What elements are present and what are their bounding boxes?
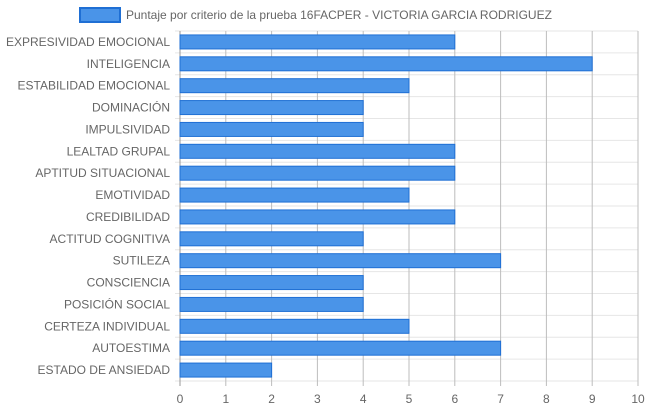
x-tick-label: 7	[497, 392, 504, 406]
category-label: EXPRESIVIDAD EMOCIONAL	[6, 35, 170, 49]
bars	[179, 34, 593, 378]
legend-swatch	[79, 7, 121, 23]
legend-label: Puntaje por criterio de la prueba 16FACP…	[126, 8, 552, 22]
category-label: ESTADO DE ANSIEDAD	[38, 363, 171, 377]
bar[interactable]	[179, 34, 456, 50]
x-tick-label: 8	[543, 392, 550, 406]
category-label: ACTITUD COGNITIVA	[50, 232, 170, 246]
category-label: POSICIÓN SOCIAL	[64, 296, 170, 311]
bar[interactable]	[179, 165, 456, 181]
category-label: CERTEZA INDIVIDUAL	[44, 319, 170, 333]
category-label: DOMINACIÓN	[92, 100, 170, 115]
category-label: EMOTIVIDAD	[95, 188, 170, 202]
category-label: ESTABILIDAD EMOCIONAL	[18, 79, 171, 93]
legend[interactable]: Puntaje por criterio de la prueba 16FACP…	[79, 7, 552, 23]
x-tick-label: 9	[589, 392, 596, 406]
x-axis-tick-labels: 0 1 2 3 4 5 6 7 8 9 10	[177, 392, 645, 406]
category-label: APTITUD SITUACIONAL	[35, 166, 170, 180]
bar[interactable]	[179, 253, 502, 269]
category-label: CONSCIENCIA	[87, 276, 170, 290]
bar[interactable]	[179, 231, 364, 247]
x-tick-label: 6	[451, 392, 458, 406]
bar[interactable]	[179, 318, 410, 334]
bar[interactable]	[179, 121, 364, 137]
bar[interactable]	[179, 78, 410, 94]
x-tick-label: 1	[222, 392, 229, 406]
bar[interactable]	[179, 100, 364, 116]
bar[interactable]	[179, 296, 364, 312]
category-label: SUTILEZA	[113, 254, 170, 268]
category-labels: EXPRESIVIDAD EMOCIONAL INTELIGENCIA ESTABI…	[6, 35, 170, 377]
category-label: IMPULSIVIDAD	[85, 122, 170, 136]
bar[interactable]	[179, 143, 456, 159]
bar[interactable]	[179, 362, 273, 378]
category-label: AUTOESTIMA	[92, 341, 170, 355]
bar[interactable]	[179, 340, 502, 356]
x-tick-label: 0	[177, 392, 184, 406]
category-label: CREDIBILIDAD	[86, 210, 170, 224]
category-label: INTELIGENCIA	[87, 57, 170, 71]
x-tick-label: 4	[360, 392, 367, 406]
bar[interactable]	[179, 56, 593, 72]
x-tick-label: 2	[268, 392, 275, 406]
x-tick-label: 10	[631, 392, 645, 406]
bar[interactable]	[179, 187, 410, 203]
category-label: LEALTAD GRUPAL	[67, 144, 171, 158]
x-tick-label: 5	[406, 392, 413, 406]
x-tick-label: 3	[314, 392, 321, 406]
bar[interactable]	[179, 209, 456, 225]
bar[interactable]	[179, 275, 364, 291]
